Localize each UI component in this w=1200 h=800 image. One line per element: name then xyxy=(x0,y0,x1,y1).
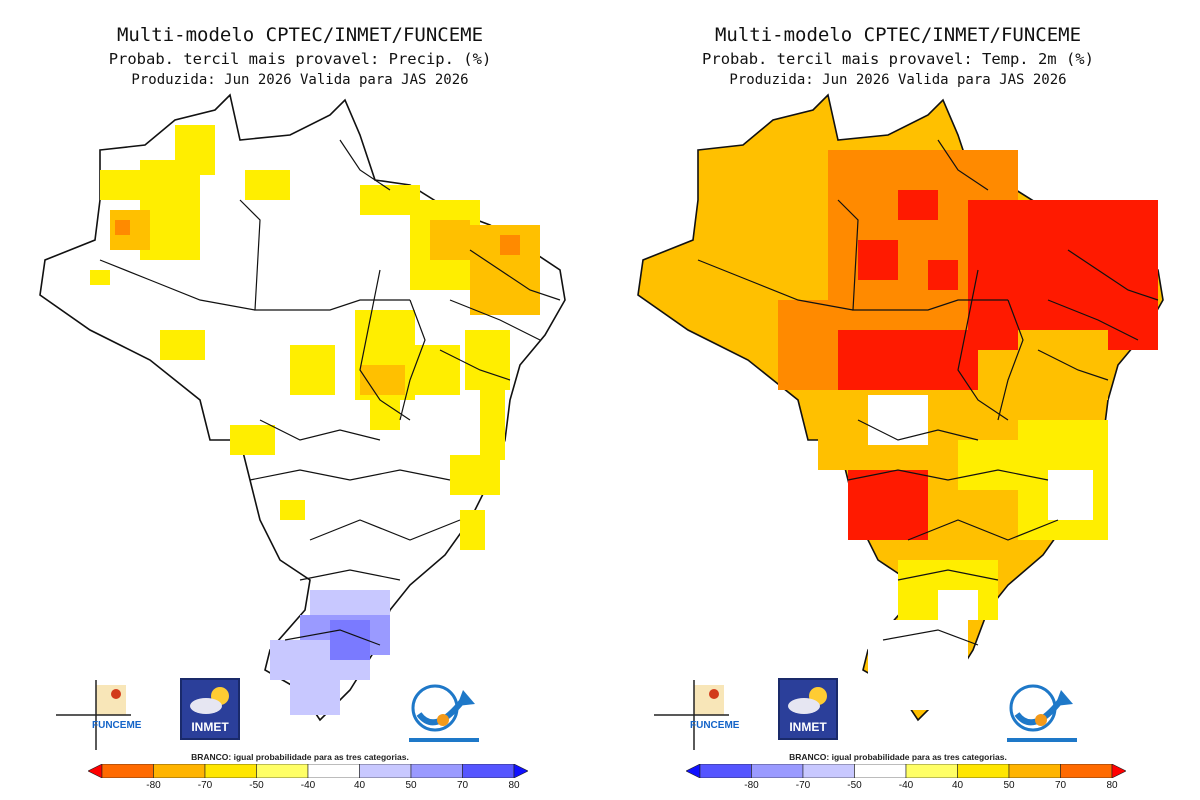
scale-segment xyxy=(101,764,154,778)
cloud-sun-icon xyxy=(190,687,229,714)
inpe-logo-graphic xyxy=(409,684,479,742)
scale-tick-label: 40 xyxy=(353,780,366,791)
precip-title-line3: Produzida: Jun 2026 Valida para JAS 2026 xyxy=(131,72,469,88)
scale-segment xyxy=(802,764,855,778)
scale-segment xyxy=(1060,764,1113,778)
scale-segment xyxy=(1008,764,1061,778)
scale-tick-label: 50 xyxy=(1003,780,1015,791)
funceme-label: FUNCEME xyxy=(690,720,740,731)
inmet-logo: INMET xyxy=(778,678,838,740)
scale-segment xyxy=(957,764,1010,778)
scale-tick-label: -70 xyxy=(197,780,213,791)
precip-wet-cells xyxy=(270,590,390,715)
scale-tick-label: -80 xyxy=(146,780,161,791)
scale-segment xyxy=(854,764,907,778)
scale-arrow-right xyxy=(513,764,528,778)
scale-tick-label: 80 xyxy=(508,780,520,791)
temp-panel: Multi-modelo CPTEC/INMET/FUNCEME Probab.… xyxy=(598,0,1198,800)
scale-segment xyxy=(256,764,309,778)
scale-arrow-left xyxy=(686,764,701,778)
precip-panel: Multi-modelo CPTEC/INMET/FUNCEME Probab.… xyxy=(39,24,566,794)
inmet-logo-box: INMET xyxy=(180,678,240,740)
temp-title-line1: Multi-modelo CPTEC/INMET/FUNCEME xyxy=(714,24,1082,46)
scale-segment xyxy=(462,764,515,778)
scale-tick-label: -40 xyxy=(300,780,316,791)
scale-segment xyxy=(359,764,412,778)
inmet-logo-box: INMET xyxy=(778,678,838,740)
temp-scale-ticks: -80 -70 -50 -40 40 50 70 80 xyxy=(686,780,1126,794)
scale-tick-label: 40 xyxy=(951,780,964,791)
temp-brazil-map xyxy=(637,93,1164,722)
inmet-logo: INMET xyxy=(180,678,240,740)
cloud-sun-icon xyxy=(788,687,827,714)
funceme-logo: FUNCEME xyxy=(654,680,764,750)
scale-segment xyxy=(751,764,804,778)
precip-color-scale xyxy=(88,764,528,778)
temp-title-line3: Produzida: Jun 2026 Valida para JAS 2026 xyxy=(729,72,1067,88)
precip-title-line2: Probab. tercil mais provavel: Precip. (%… xyxy=(108,50,492,68)
scale-tick-label: -70 xyxy=(795,780,811,791)
scale-tick-label: 70 xyxy=(456,780,469,791)
scale-segment xyxy=(905,764,958,778)
inmet-label: INMET xyxy=(789,720,827,734)
scale-tick-label: -80 xyxy=(744,780,759,791)
inpe-logo-graphic xyxy=(1007,684,1077,742)
scale-segment xyxy=(204,764,257,778)
temp-color-scale xyxy=(686,764,1126,778)
temp-legend-note: BRANCO: igual probabilidade para as tres… xyxy=(789,752,1007,762)
precip-state-borders xyxy=(99,139,561,646)
funceme-logo-graphic xyxy=(654,680,729,750)
scale-arrow-right xyxy=(1111,764,1126,778)
precip-scale-ticks: -80 -70 -50 -40 40 50 70 80 xyxy=(88,780,528,794)
scale-tick-label: 80 xyxy=(1106,780,1118,791)
precip-dry-cells xyxy=(90,125,540,550)
precip-legend-note: BRANCO: igual probabilidade para as tres… xyxy=(191,752,409,762)
scale-segment xyxy=(153,764,206,778)
scale-tick-label: -50 xyxy=(249,780,264,791)
scale-arrow-left xyxy=(88,764,103,778)
scale-segment xyxy=(410,764,463,778)
precip-brazil-map xyxy=(39,93,566,722)
scale-tick-label: -50 xyxy=(847,780,862,791)
precip-title-line1: Multi-modelo CPTEC/INMET/FUNCEME xyxy=(116,24,484,46)
scale-segment xyxy=(699,764,752,778)
inmet-label: INMET xyxy=(191,720,229,734)
scale-tick-label: 70 xyxy=(1054,780,1067,791)
scale-segment xyxy=(307,764,360,778)
inpe-logo xyxy=(405,680,485,750)
funceme-logo-graphic xyxy=(56,680,131,750)
temp-title-line2: Probab. tercil mais provavel: Temp. 2m (… xyxy=(702,50,1094,68)
temp-state-borders xyxy=(697,139,1159,646)
scale-tick-label: 50 xyxy=(405,780,417,791)
scale-tick-label: -40 xyxy=(898,780,914,791)
funceme-label: FUNCEME xyxy=(92,720,142,731)
inpe-logo xyxy=(1003,680,1083,750)
funceme-logo: FUNCEME xyxy=(56,680,166,750)
